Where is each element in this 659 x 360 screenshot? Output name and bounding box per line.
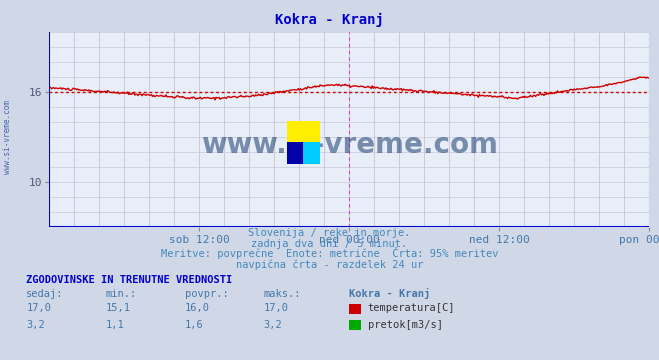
Bar: [303, 142, 320, 164]
Text: temperatura[C]: temperatura[C]: [368, 303, 455, 314]
Text: 1,6: 1,6: [185, 320, 203, 330]
Bar: [287, 142, 303, 164]
Polygon shape: [303, 142, 320, 164]
Text: 15,1: 15,1: [105, 303, 130, 314]
Text: 16,0: 16,0: [185, 303, 210, 314]
Text: 3,2: 3,2: [26, 320, 45, 330]
Text: Kokra - Kranj: Kokra - Kranj: [275, 13, 384, 27]
Text: povpr.:: povpr.:: [185, 289, 228, 299]
Text: min.:: min.:: [105, 289, 136, 299]
Text: 1,1: 1,1: [105, 320, 124, 330]
Polygon shape: [287, 121, 303, 142]
Text: Slovenija / reke in morje.: Slovenija / reke in morje.: [248, 228, 411, 238]
Bar: [287, 121, 303, 142]
Text: navpična črta - razdelek 24 ur: navpična črta - razdelek 24 ur: [236, 260, 423, 270]
Text: Kokra - Kranj: Kokra - Kranj: [349, 288, 430, 299]
Text: 3,2: 3,2: [264, 320, 282, 330]
Polygon shape: [287, 121, 320, 164]
Polygon shape: [287, 121, 320, 164]
Text: sedaj:: sedaj:: [26, 289, 64, 299]
Text: 17,0: 17,0: [264, 303, 289, 314]
Text: Meritve: povprečne  Enote: metrične  Črta: 95% meritev: Meritve: povprečne Enote: metrične Črta:…: [161, 247, 498, 260]
Text: www.si-vreme.com: www.si-vreme.com: [3, 100, 13, 174]
Text: ZGODOVINSKE IN TRENUTNE VREDNOSTI: ZGODOVINSKE IN TRENUTNE VREDNOSTI: [26, 275, 233, 285]
Text: zadnja dva dni / 5 minut.: zadnja dva dni / 5 minut.: [251, 239, 408, 249]
Text: maks.:: maks.:: [264, 289, 301, 299]
Text: www.si-vreme.com: www.si-vreme.com: [201, 131, 498, 159]
Bar: [303, 121, 320, 142]
Text: pretok[m3/s]: pretok[m3/s]: [368, 320, 443, 330]
Text: 17,0: 17,0: [26, 303, 51, 314]
